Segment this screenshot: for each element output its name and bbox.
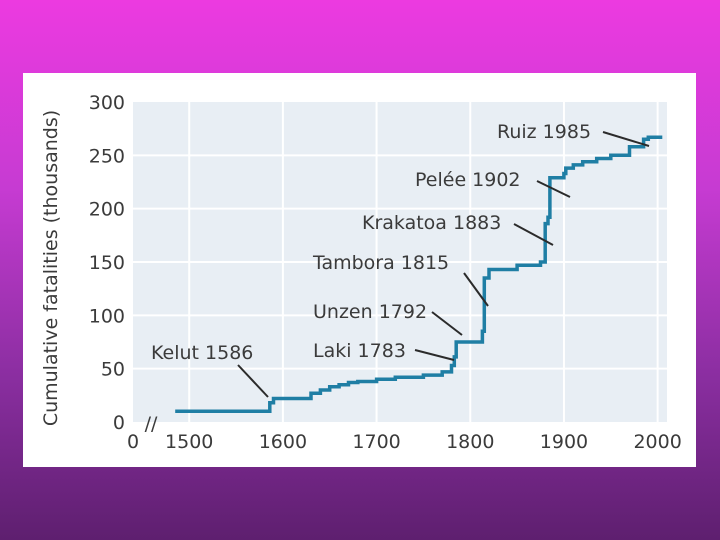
annotations-layer: Kelut 1586 Laki 1783 Unzen 1792 Tambora 181… (151, 121, 650, 398)
annotation-label: Unzen 1792 (313, 301, 427, 323)
y-tick-label: 50 (101, 359, 125, 381)
x-tick-label: 1600 (259, 431, 307, 453)
annotation-label: Tambora 1815 (312, 252, 449, 274)
annotation-label: Kelut 1586 (151, 342, 253, 364)
x-origin-label: 0 (127, 431, 139, 453)
x-tick-label: 1700 (352, 431, 400, 453)
axis-break-marker: // (145, 413, 158, 435)
x-tick-label: 1500 (165, 431, 213, 453)
annotation-label: Pelée 1902 (415, 169, 521, 191)
annotation-leader-line (237, 364, 269, 398)
y-tick-label: 100 (89, 305, 125, 327)
tick-labels: 0 50 100 150 200 250 300 1500 1600 1700 1800 1900 20… (89, 92, 682, 453)
cumulative-fatalities-line (175, 135, 663, 414)
annotation-leader-line (513, 223, 554, 246)
annotation-leader-line (536, 180, 571, 198)
y-tick-label: 200 (89, 199, 125, 221)
annotation-leader-line (414, 349, 455, 361)
annotation-label: Ruiz 1985 (497, 121, 591, 143)
gridlines (133, 102, 667, 422)
x-tick-label: 1900 (540, 431, 588, 453)
y-tick-label: 150 (89, 252, 125, 274)
annotation-label: Laki 1783 (313, 340, 406, 362)
y-tick-label: 300 (89, 92, 125, 114)
x-tick-label: 1800 (446, 431, 494, 453)
annotation-leader-line (463, 272, 489, 307)
series-layer (175, 135, 663, 414)
y-axis-label: Cumulative fatalities (thousands) (40, 110, 62, 426)
cumulative-fatalities-chart: Kelut 1586 Laki 1783 Unzen 1792 Tambora 181… (40, 92, 682, 453)
annotation-label: Krakatoa 1883 (362, 212, 501, 234)
x-tick-label: 2000 (633, 431, 681, 453)
annotation-leader-line (431, 311, 463, 336)
annotation-leader-line (602, 131, 650, 147)
slide-panel: Kelut 1586 Laki 1783 Unzen 1792 Tambora 181… (23, 73, 696, 467)
y-tick-label: 0 (113, 412, 125, 434)
y-tick-label: 250 (89, 145, 125, 167)
